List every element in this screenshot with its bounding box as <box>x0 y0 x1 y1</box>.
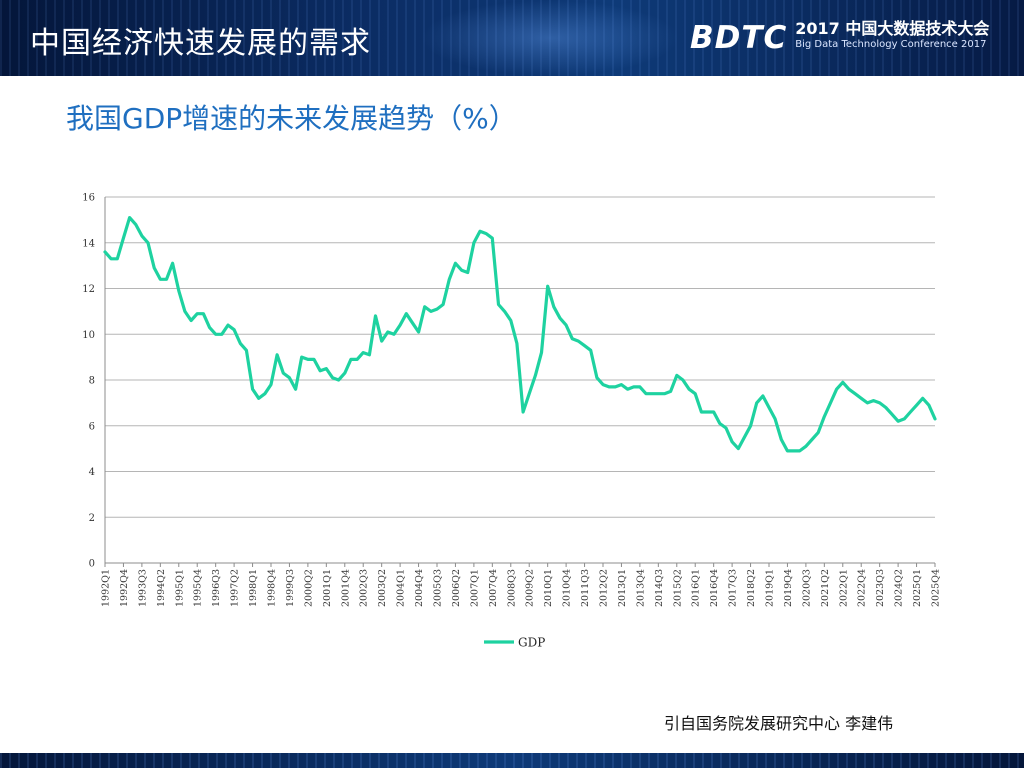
y-tick-label: 4 <box>89 467 95 478</box>
x-tick-label: 2015Q2 <box>672 569 683 607</box>
x-tick-label: 2001Q4 <box>340 569 351 607</box>
x-tick-label: 2016Q1 <box>691 569 702 607</box>
source-citation: 引自国务院发展研究中心 李建伟 <box>664 714 894 733</box>
bdtc-logo: BDTC 2017 中国大数据技术大会 Big Data Technology … <box>690 20 989 57</box>
x-tick-label: 1998Q4 <box>267 569 278 607</box>
x-tick-label: 2023Q3 <box>875 569 886 607</box>
x-tick-label: 2001Q1 <box>322 569 333 607</box>
logo-line2: Big Data Technology Conference 2017 <box>795 39 987 50</box>
x-tick-label: 2024Q2 <box>894 569 905 607</box>
x-tick-label: 2007Q1 <box>469 569 480 607</box>
x-tick-label: 2004Q4 <box>414 569 425 607</box>
x-tick-label: 2017Q3 <box>728 569 739 607</box>
x-tick-label: 1992Q1 <box>101 569 112 607</box>
x-tick-label: 1993Q3 <box>137 569 148 607</box>
y-tick-label: 2 <box>89 513 95 524</box>
x-tick-label: 2025Q1 <box>912 569 923 607</box>
x-tick-label: 1996Q3 <box>211 569 222 607</box>
y-tick-label: 16 <box>82 193 95 204</box>
y-tick-label: 8 <box>89 376 95 387</box>
y-tick-label: 6 <box>89 421 95 432</box>
x-tick-label: 2005Q3 <box>433 569 444 607</box>
x-tick-label: 2007Q4 <box>488 569 499 607</box>
x-tick-label: 2006Q2 <box>451 569 462 607</box>
x-tick-label: 2002Q3 <box>359 569 370 607</box>
gdp-line-chart: 0 2 4 6 8 10 12 14 16 1992Q1 1992Q4 1993Q3 1994Q2 199… <box>82 193 942 650</box>
x-tick-label: 1994Q2 <box>156 569 167 607</box>
y-tick-label: 14 <box>82 238 95 249</box>
logo-mark: BDTC <box>690 20 788 56</box>
x-tick-label: 2018Q2 <box>746 569 757 607</box>
x-tick-label: 2019Q1 <box>765 569 776 607</box>
legend-label: GDP <box>518 636 545 650</box>
chart-title: 我国GDP增速的未来发展趋势（%） <box>66 102 517 135</box>
header-banner: 中国经济快速发展的需求 BDTC 2017 中国大数据技术大会 Big Data… <box>0 0 1024 76</box>
x-tick-label: 2011Q3 <box>580 569 591 607</box>
x-tick-label: 2009Q2 <box>525 569 536 607</box>
x-tick-label: 2021Q2 <box>820 569 831 607</box>
x-tick-label: 2010Q1 <box>543 569 554 607</box>
gdp-series-line <box>103 215 937 453</box>
x-tick-label: 2016Q4 <box>709 569 720 607</box>
x-tick-label: 2020Q3 <box>801 569 812 607</box>
x-tick-label: 2013Q1 <box>617 569 628 607</box>
x-tick-label: 2004Q1 <box>396 569 407 607</box>
logo-text: 2017 中国大数据技术大会 Big Data Technology Confe… <box>795 20 989 51</box>
x-tick-label: 1995Q4 <box>193 569 204 607</box>
x-tick-label: 2014Q3 <box>654 569 665 607</box>
x-tick-label: 2022Q1 <box>838 569 849 607</box>
x-tick-label: 1999Q3 <box>285 569 296 607</box>
footer-bar <box>0 753 1024 768</box>
x-tick-label: 2008Q3 <box>506 569 517 607</box>
x-tick-label: 2012Q2 <box>599 569 610 607</box>
slide-title: 中国经济快速发展的需求 <box>30 26 371 61</box>
x-tick-label: 1997Q2 <box>230 569 241 607</box>
x-tick-label: 1992Q4 <box>119 569 130 607</box>
x-tick-label: 2019Q4 <box>783 569 794 607</box>
x-tick-label: 2000Q2 <box>303 569 314 607</box>
y-tick-label: 10 <box>82 330 95 341</box>
x-tick-label: 1998Q1 <box>248 569 259 607</box>
logo-line1: 2017 中国大数据技术大会 <box>795 19 990 38</box>
x-tick-label: 2022Q4 <box>857 569 868 607</box>
x-tick-label: 2010Q4 <box>562 569 573 607</box>
x-tick-label: 2025Q4 <box>931 569 942 607</box>
y-tick-label: 12 <box>82 284 95 295</box>
y-tick-label: 0 <box>89 559 95 570</box>
x-tick-label: 2003Q2 <box>377 569 388 607</box>
x-tick-label: 2013Q4 <box>635 569 646 607</box>
x-tick-label: 1995Q1 <box>174 569 185 607</box>
